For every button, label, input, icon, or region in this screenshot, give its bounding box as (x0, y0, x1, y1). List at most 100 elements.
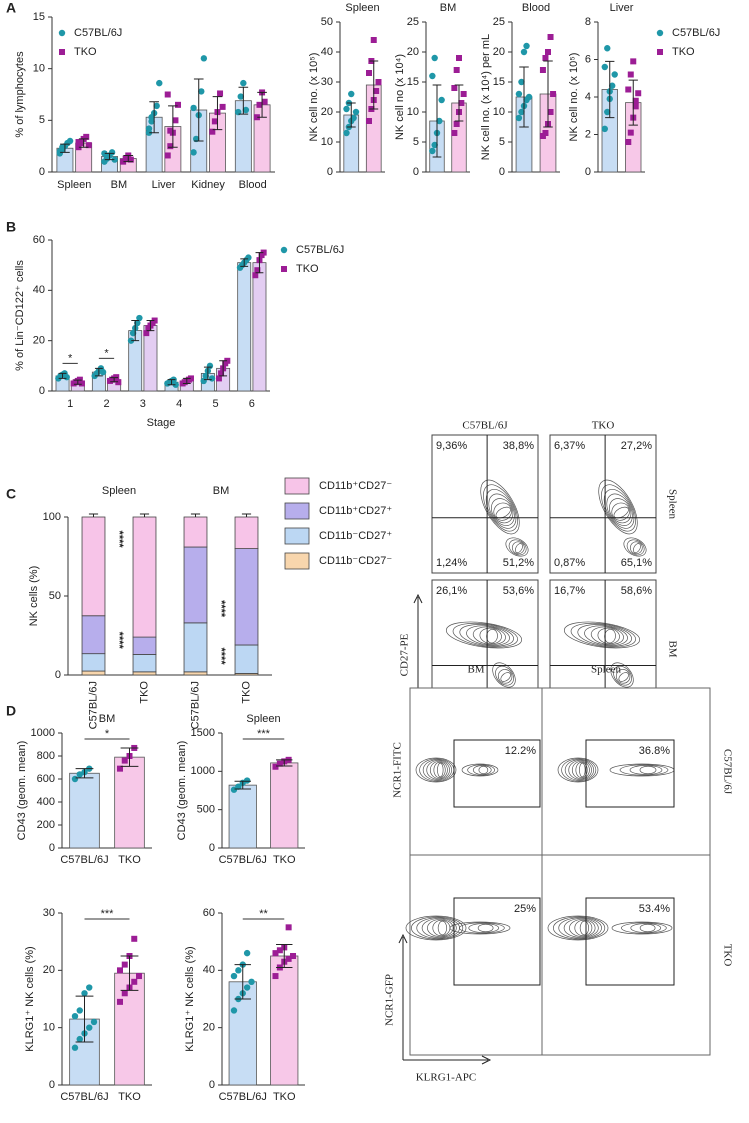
data-point (218, 370, 225, 377)
y-tick-label: 20 (407, 46, 419, 58)
y-tick-label: 0 (49, 1079, 55, 1091)
error-bar (104, 152, 115, 161)
data-point (217, 90, 224, 97)
y-tick-label: 1000 (31, 727, 55, 739)
contour (575, 761, 588, 779)
contour (621, 922, 667, 934)
bar-segment (81, 653, 106, 672)
contour (483, 484, 518, 532)
gate-label: 12.2% (505, 745, 536, 757)
data-point (56, 150, 63, 157)
significance-label: **** (215, 647, 227, 665)
error-bar (78, 138, 89, 148)
contour (606, 493, 633, 526)
y-tick-label: 60 (33, 234, 45, 246)
data-point (198, 88, 205, 95)
contour (505, 537, 529, 557)
error-bar (73, 379, 82, 385)
contour (598, 479, 638, 535)
y-tick-label: 0 (39, 166, 45, 178)
x-axis-label: Stage (147, 417, 176, 429)
error-bar (234, 964, 251, 1000)
contour (472, 626, 506, 645)
data-point (431, 141, 438, 149)
data-point (256, 101, 263, 108)
error-bar (149, 101, 159, 134)
contour (610, 662, 634, 688)
error-bar (58, 372, 67, 379)
data-point (285, 955, 292, 962)
data-point (99, 368, 107, 376)
legend-label: C57BL/6J (74, 27, 122, 39)
contour (421, 918, 457, 938)
contour (426, 760, 450, 780)
bar (270, 762, 299, 849)
bar-segment (81, 670, 106, 676)
data-point (59, 49, 65, 55)
y-tick-label: 50 (321, 16, 333, 28)
data-point (113, 374, 120, 381)
y-tick-label: 600 (37, 773, 55, 785)
data-point (167, 127, 174, 134)
y-tick-label: 10 (43, 1022, 55, 1034)
y-tick-label: 40 (321, 46, 333, 58)
data-point (657, 49, 663, 55)
y-tick-label: 10 (33, 63, 45, 75)
error-bar (238, 86, 249, 115)
data-point (252, 272, 259, 279)
error-bar (193, 78, 204, 142)
column-header: BM (467, 664, 484, 676)
legend-label: CD11b⁻CD27⁺ (319, 530, 392, 542)
y-tick-label: 0 (585, 166, 591, 178)
contour (563, 918, 599, 938)
data-point (190, 149, 197, 156)
contour (611, 921, 673, 935)
significance-label: *** (257, 728, 271, 740)
y-tick-label: 6 (585, 53, 591, 65)
contour (485, 489, 517, 529)
contour (437, 920, 448, 936)
data-point (525, 93, 533, 101)
data-point (515, 114, 523, 122)
bar-segment (81, 615, 106, 655)
significance-label: * (105, 728, 110, 740)
data-point (436, 117, 443, 125)
group-label: BM (213, 485, 230, 497)
data-point (260, 249, 267, 256)
gate (585, 739, 675, 808)
quadrant-label: 1,24% (436, 557, 467, 569)
data-point (611, 71, 618, 78)
contour (497, 669, 513, 684)
data-point (515, 90, 523, 98)
data-point (76, 1035, 83, 1043)
contour (472, 765, 492, 775)
y-tick-label: 15 (493, 76, 505, 88)
y-tick-label: 10 (493, 106, 505, 118)
cap (88, 513, 99, 517)
contour (411, 916, 464, 940)
legend-swatch (284, 477, 310, 495)
contour (571, 761, 590, 779)
bar (237, 262, 252, 392)
contour (508, 539, 527, 556)
contour (493, 502, 512, 521)
data-point (58, 29, 66, 37)
error-bar (75, 995, 94, 1043)
data-point (460, 91, 467, 97)
quadrant-label: 38,8% (503, 440, 534, 452)
bar-segment (234, 516, 259, 550)
contour (479, 627, 502, 645)
x-tick-label: 5 (212, 398, 218, 410)
y-tick-label: 5 (499, 136, 505, 148)
y-axis-label: NK cell no (x 10⁴) (394, 54, 406, 140)
data-point (350, 114, 357, 122)
contour (427, 919, 454, 937)
data-point (175, 101, 182, 108)
data-point (352, 108, 360, 116)
quadrant-label: 65,1% (621, 557, 652, 569)
data-point (230, 1007, 238, 1014)
column-header: Spleen (591, 664, 621, 676)
axis-arrow (398, 933, 492, 1065)
contour (618, 672, 629, 682)
data-point (272, 973, 279, 980)
